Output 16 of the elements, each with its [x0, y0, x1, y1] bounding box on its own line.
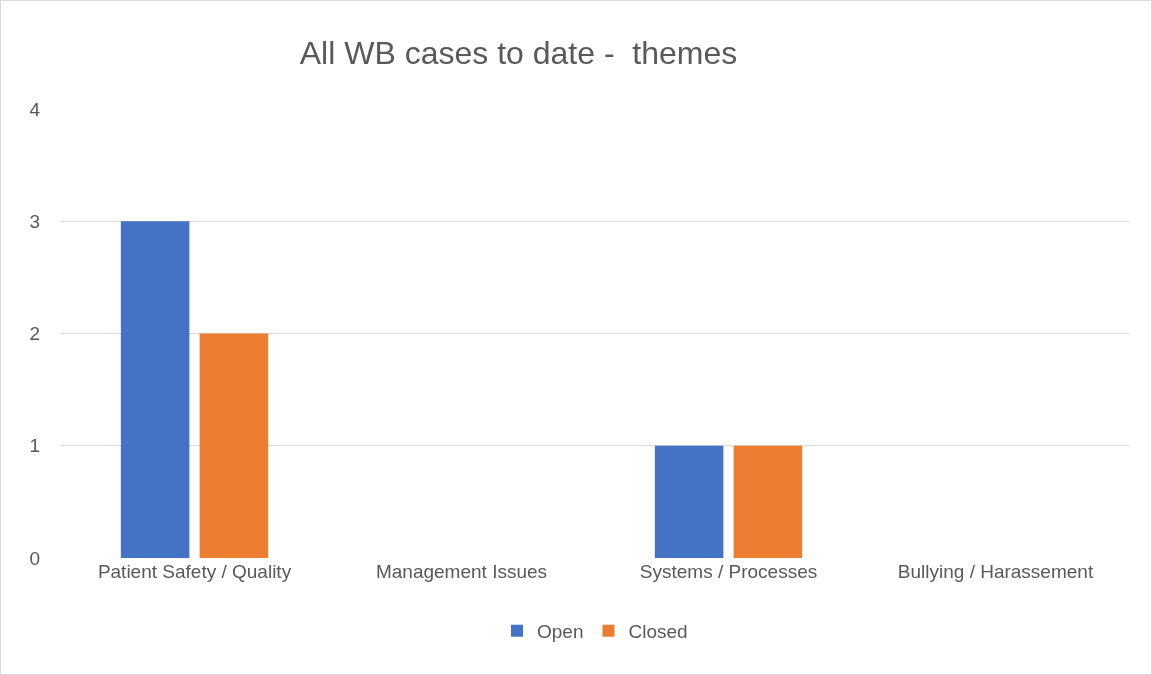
x-tick-label: Bullying / Harassement: [897, 561, 1094, 582]
bar: [654, 445, 724, 558]
chart-title: All WB cases to date - themes: [299, 34, 738, 71]
legend-label: Open: [537, 621, 584, 643]
y-tick-label: 4: [29, 98, 41, 120]
bar: [120, 221, 190, 558]
y-tick-label: 2: [29, 323, 40, 345]
bar: [733, 445, 803, 558]
y-tick-label: 3: [29, 210, 40, 232]
x-tick-label: Management Issues: [375, 561, 548, 582]
x-tick-label: Patient Safety / Quality: [97, 561, 292, 582]
y-tick-label: 1: [29, 435, 40, 457]
bar: [199, 333, 269, 558]
y-tick-label: 0: [29, 547, 40, 569]
legend-label: Closed: [628, 621, 688, 643]
x-tick-label: Systems / Processes: [639, 561, 818, 582]
